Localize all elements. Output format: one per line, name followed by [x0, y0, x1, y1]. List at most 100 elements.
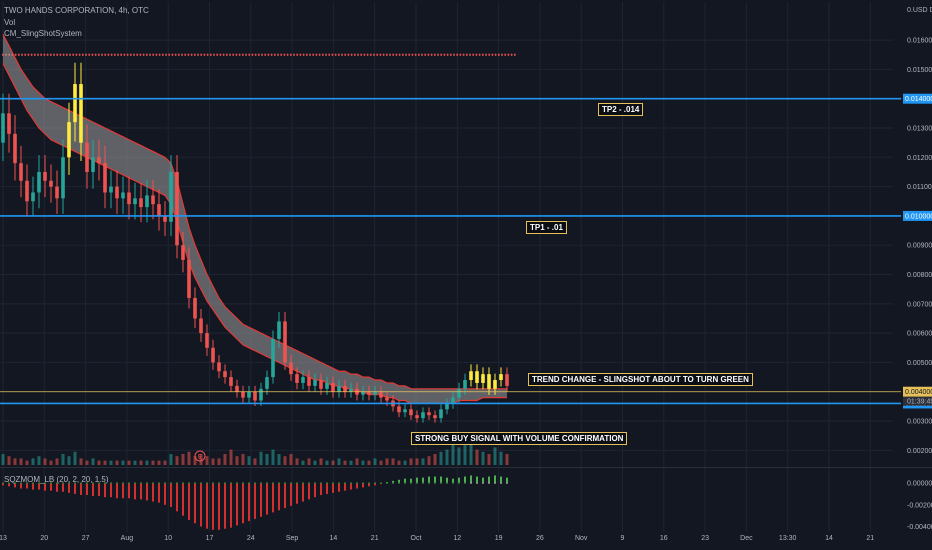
momentum-dot: [380, 482, 382, 484]
level-tag-TP1: [903, 210, 932, 221]
volume-bar: [469, 443, 473, 465]
momentum-bar: [188, 483, 190, 521]
momentum-dot: [140, 482, 142, 484]
resistance-dot: [94, 53, 97, 56]
volume-bar: [49, 460, 53, 465]
resistance-dot: [434, 53, 436, 56]
candle-body: [499, 374, 503, 381]
volume-bar: [25, 460, 29, 465]
candle-body: [127, 192, 131, 205]
volume-bar: [313, 460, 317, 465]
momentum-dot: [38, 482, 40, 484]
momentum-bar: [440, 476, 442, 484]
resistance-dot: [114, 53, 116, 56]
momentum-bar: [308, 483, 310, 500]
volume-bar: [37, 456, 41, 465]
level-tag-label-TP1: 0.010000: [905, 213, 932, 220]
candle-body: [433, 415, 437, 419]
momentum-dot: [212, 482, 214, 484]
momentum-dot: [50, 482, 52, 484]
candle-body: [451, 397, 455, 404]
candle-body: [37, 171, 41, 193]
resistance-dot: [59, 53, 62, 56]
momentum-dot: [92, 482, 94, 484]
oscillator-legend[interactable]: SQZMOM_LB (20, 2, 20, 1.5): [4, 475, 109, 484]
momentum-dot: [152, 482, 154, 484]
momentum-dot: [194, 482, 196, 484]
resistance-dot: [402, 53, 404, 56]
momentum-dot: [86, 482, 88, 484]
momentum-dot: [362, 482, 364, 484]
countdown-tag: [903, 396, 932, 406]
volume-legend[interactable]: Vol: [4, 18, 16, 27]
volume-bar: [7, 456, 11, 465]
momentum-dot: [452, 482, 454, 484]
candle-body: [175, 171, 179, 246]
momentum-bar: [104, 483, 106, 498]
momentum-dot: [224, 482, 226, 484]
candle-body: [319, 380, 323, 389]
momentum-bar: [248, 483, 250, 522]
resistance-dot: [453, 53, 455, 56]
time-tick-label: 23: [701, 535, 709, 542]
tp1-annotation[interactable]: TP1 - .01: [526, 221, 567, 234]
momentum-bar: [170, 483, 172, 507]
resistance-dot: [366, 53, 369, 56]
candle-body: [367, 391, 371, 395]
resistance-dot: [357, 53, 359, 56]
momentum-bar: [200, 483, 202, 527]
volume-bar: [193, 456, 197, 465]
momentum-dot: [26, 482, 28, 484]
resistance-dot: [299, 53, 302, 56]
candle-body: [241, 391, 245, 398]
resistance-dot: [107, 53, 110, 56]
resistance-dot: [376, 53, 378, 56]
momentum-bar: [260, 483, 262, 517]
last-price-label: 0.004000: [905, 389, 932, 396]
resistance-dot: [466, 53, 468, 56]
resistance-dot: [408, 53, 410, 56]
symbol-legend[interactable]: TWO HANDS CORPORATION, 4h, OTC: [4, 6, 149, 15]
volume-bar: [217, 458, 221, 465]
buy-signal-annotation[interactable]: STRONG BUY SIGNAL WITH VOLUME CONFIRMATI…: [411, 432, 628, 445]
momentum-dot: [230, 482, 232, 484]
candle-body: [223, 371, 227, 378]
time-tick-label: 17: [206, 535, 214, 542]
resistance-dot: [338, 53, 340, 56]
time-tick-label: 14: [330, 535, 338, 542]
resistance-dot: [232, 53, 234, 56]
indicator-legend[interactable]: CM_SlingShotSystem: [4, 29, 82, 38]
volume-bar: [97, 460, 101, 465]
volume-bar: [289, 454, 293, 465]
resistance-dot: [104, 53, 106, 56]
momentum-dot: [356, 482, 358, 484]
volume-bar: [271, 449, 275, 465]
volume-bar: [265, 454, 269, 465]
momentum-dot: [470, 482, 472, 484]
momentum-dot: [440, 482, 442, 484]
momentum-bar: [92, 483, 94, 497]
resistance-dot: [158, 53, 161, 56]
momentum-dot: [218, 482, 220, 484]
momentum-bar: [446, 477, 448, 484]
band-upper-edge: [2, 33, 507, 390]
candle-body: [487, 374, 491, 389]
resistance-dot: [494, 53, 497, 56]
resistance-dot: [210, 53, 212, 56]
momentum-dot: [416, 482, 418, 484]
resistance-dot: [267, 53, 270, 56]
trend-change-annotation[interactable]: TREND CHANGE - SLINGSHOT ABOUT TO TURN G…: [528, 373, 753, 386]
momentum-dot: [344, 482, 346, 484]
resistance-dot: [155, 53, 158, 56]
resistance-dot: [437, 53, 439, 56]
resistance-dot: [203, 53, 206, 56]
volume-bar: [91, 458, 95, 465]
tp2-annotation[interactable]: TP2 - .014: [598, 103, 644, 116]
momentum-bar: [266, 483, 268, 515]
momentum-dot: [386, 482, 388, 484]
resistance-dot: [146, 53, 148, 56]
resistance-dot: [30, 53, 33, 56]
